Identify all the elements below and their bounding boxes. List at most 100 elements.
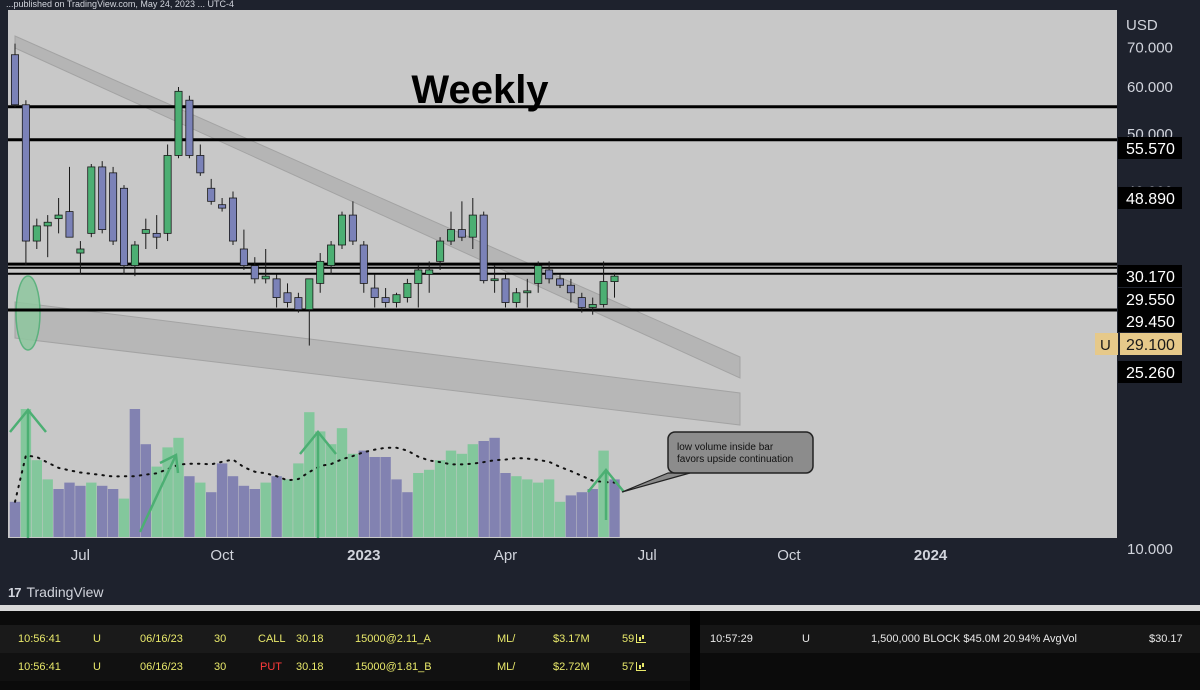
candle-body[interactable] <box>109 172 118 242</box>
candle-body[interactable] <box>10 54 19 106</box>
volume-bar[interactable] <box>216 463 228 537</box>
candle-body[interactable] <box>512 292 521 303</box>
candle-body[interactable] <box>207 187 216 202</box>
candle-body[interactable] <box>163 155 172 234</box>
candle-body[interactable] <box>501 278 510 303</box>
volume-bar[interactable] <box>173 437 184 537</box>
candle-body[interactable] <box>534 265 543 284</box>
candle-body[interactable] <box>283 292 292 303</box>
candle-body[interactable] <box>392 294 401 303</box>
volume-bar[interactable] <box>315 431 326 537</box>
volume-bar[interactable] <box>456 453 468 537</box>
volume-bar[interactable] <box>522 479 533 537</box>
candle-body[interactable] <box>152 232 161 238</box>
volume-bar[interactable] <box>467 444 478 537</box>
candle-body[interactable] <box>523 290 532 294</box>
candle-body[interactable] <box>316 260 325 284</box>
price-level-box[interactable] <box>1118 187 1182 209</box>
volume-bar[interactable] <box>424 469 435 537</box>
volume-bar[interactable] <box>380 457 391 537</box>
volume-bar[interactable] <box>20 409 32 537</box>
flow-row[interactable]: 10:56:41 U 06/16/23 30 PUT 30.18 15000@1… <box>0 653 690 681</box>
candle-body[interactable] <box>381 297 390 303</box>
volume-bar[interactable] <box>434 460 446 537</box>
volume-bar[interactable] <box>64 482 75 537</box>
candle-body[interactable] <box>566 284 575 294</box>
candle-body[interactable] <box>174 90 183 156</box>
candle-body[interactable] <box>218 204 227 209</box>
bar-chart-icon[interactable] <box>636 662 647 671</box>
time-axis[interactable] <box>8 538 1117 575</box>
candle-body[interactable] <box>348 214 357 242</box>
volume-bar[interactable] <box>347 453 359 537</box>
volume-bar[interactable] <box>358 450 369 537</box>
volume-bar[interactable] <box>413 473 424 537</box>
candle-body[interactable] <box>468 214 477 238</box>
volume-bar[interactable] <box>369 457 380 537</box>
volume-bar[interactable] <box>271 476 282 537</box>
volume-bar[interactable] <box>587 489 598 537</box>
annotation-box[interactable] <box>667 431 814 474</box>
volume-bar[interactable] <box>304 412 315 537</box>
candle-body[interactable] <box>425 269 434 275</box>
tradingview-brand[interactable]: 17 TradingView <box>8 582 104 602</box>
candle-body[interactable] <box>228 197 237 242</box>
volume-bar[interactable] <box>75 485 86 537</box>
candle-body[interactable] <box>599 281 608 305</box>
volume-bar[interactable] <box>206 492 217 537</box>
volume-bar[interactable] <box>9 501 21 537</box>
candle-body[interactable] <box>414 269 423 284</box>
volume-bar[interactable] <box>107 489 119 537</box>
volume-bar[interactable] <box>184 476 195 537</box>
volume-bar[interactable] <box>609 479 620 537</box>
volume-bar[interactable] <box>489 437 500 537</box>
volume-bar[interactable] <box>543 479 555 537</box>
candle-body[interactable] <box>545 269 554 280</box>
candle-body[interactable] <box>359 244 368 284</box>
volume-bar[interactable] <box>402 492 413 537</box>
candle-body[interactable] <box>43 221 52 227</box>
volume-bar[interactable] <box>97 485 108 537</box>
candle-body[interactable] <box>446 229 455 242</box>
volume-bar[interactable] <box>445 450 457 537</box>
volume-bar[interactable] <box>86 482 97 537</box>
flow-row[interactable]: 10:56:41 U 06/16/23 30 CALL 30.18 15000@… <box>0 625 690 653</box>
candle-body[interactable] <box>76 248 85 254</box>
current-price-box[interactable] <box>1120 333 1182 355</box>
volume-bar[interactable] <box>140 444 151 537</box>
candle-body[interactable] <box>130 244 139 267</box>
candle-body[interactable] <box>436 240 445 262</box>
volume-bar[interactable] <box>238 485 250 537</box>
candle-body[interactable] <box>120 187 129 267</box>
candle-body[interactable] <box>479 214 488 282</box>
chart-panel[interactable]: low volume inside bar favors upside conti… <box>0 0 1200 605</box>
volume-bar[interactable] <box>118 498 130 537</box>
candle-body[interactable] <box>556 278 565 286</box>
volume-bar[interactable] <box>151 466 162 537</box>
candle-body[interactable] <box>305 278 314 310</box>
price-level-box[interactable] <box>1118 361 1182 383</box>
candle-body[interactable] <box>403 283 412 298</box>
candle-body[interactable] <box>250 265 259 280</box>
candle-body[interactable] <box>490 278 499 282</box>
candle-body[interactable] <box>610 275 619 282</box>
volume-bar[interactable] <box>249 489 260 537</box>
volume-bar[interactable] <box>31 460 42 537</box>
volume-bar[interactable] <box>511 476 522 537</box>
volume-bar[interactable] <box>554 501 566 537</box>
volume-bar[interactable] <box>598 450 609 537</box>
block-row[interactable]: 10:57:29 U 1,500,000 BLOCK $45.0M 20.94%… <box>700 625 1200 653</box>
candle-body[interactable] <box>588 304 597 308</box>
volume-bar[interactable] <box>533 482 544 537</box>
candle-body[interactable] <box>54 214 63 220</box>
volume-bar[interactable] <box>42 479 53 537</box>
candle-body[interactable] <box>239 248 248 267</box>
candle-body[interactable] <box>185 99 194 156</box>
candle-body[interactable] <box>65 211 74 238</box>
candle-body[interactable] <box>577 297 586 308</box>
volume-bar[interactable] <box>260 482 271 537</box>
candle-body[interactable] <box>272 278 281 298</box>
volume-bar[interactable] <box>576 492 587 537</box>
volume-bar[interactable] <box>293 463 304 537</box>
volume-bar[interactable] <box>478 441 489 537</box>
